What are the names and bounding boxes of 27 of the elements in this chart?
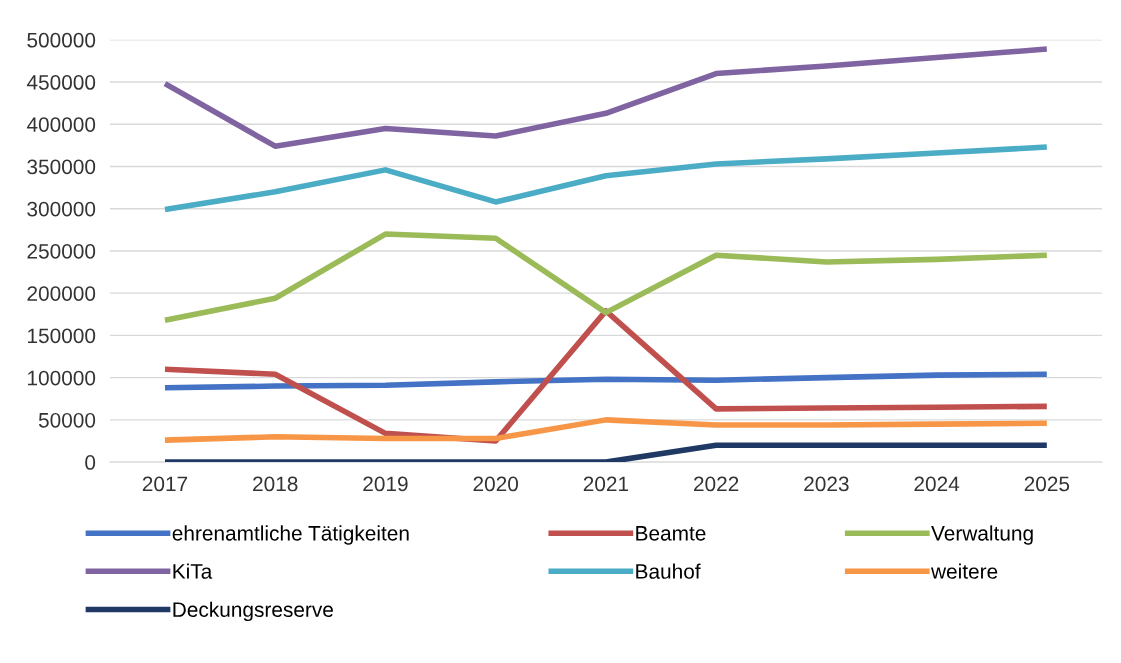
y-tick-label: 400000 bbox=[26, 117, 96, 132]
y-tick-label: 250000 bbox=[27, 243, 96, 259]
x-tick-label: 2022 bbox=[694, 476, 739, 492]
x-tick-label: 2017 bbox=[142, 476, 188, 492]
y-tick-label: 50000 bbox=[38, 412, 96, 428]
x-tick-label: 2018 bbox=[253, 476, 298, 492]
x-tick-label: 2024 bbox=[914, 476, 960, 492]
y-tick-label: 100000 bbox=[28, 370, 96, 386]
y-tick-label: 500000 bbox=[27, 32, 96, 48]
y-tick-label: 300000 bbox=[27, 201, 96, 217]
legend-label: weitere bbox=[930, 563, 998, 579]
x-tick-label: 2021 bbox=[583, 476, 629, 492]
x-tick-label: 2025 bbox=[1024, 476, 1070, 492]
legend-label: Deckungsreserve bbox=[173, 601, 333, 622]
legend-label: Beamte bbox=[636, 526, 706, 541]
y-tick-label: 200000 bbox=[27, 286, 96, 301]
legend-label: KiTa bbox=[173, 563, 213, 579]
y-tick-label: 350000 bbox=[27, 159, 96, 175]
x-tick-label: 2019 bbox=[363, 476, 408, 492]
x-tick-label: 2023 bbox=[804, 476, 849, 492]
y-tick-label: 450000 bbox=[26, 75, 96, 90]
x-tick-label: 2020 bbox=[473, 476, 519, 492]
legend-label: Bauhof bbox=[636, 563, 701, 579]
y-tick-label: 0 bbox=[85, 455, 96, 470]
legend-label: ehrenamtliche Tätigkeiten bbox=[172, 525, 409, 545]
legend-label: Verwaltung bbox=[931, 525, 1033, 545]
y-tick-label: 150000 bbox=[28, 328, 96, 344]
